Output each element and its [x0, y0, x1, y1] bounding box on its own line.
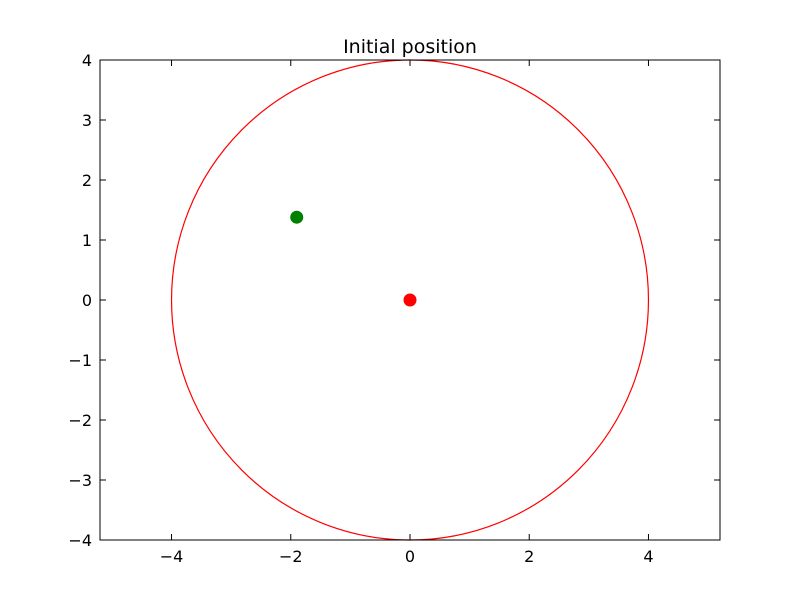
- y-tick-label: −4: [68, 531, 92, 550]
- x-tick-label: −4: [160, 547, 184, 566]
- x-tick-label: 0: [405, 547, 415, 566]
- data-point-1: [290, 210, 304, 224]
- y-tick-label: 4: [82, 51, 92, 70]
- x-tick-label: 4: [643, 547, 653, 566]
- axis-ticks: −4 −2 0 2 4 −4 −3 −2 −1 0 1 2 3 4: [68, 51, 720, 566]
- y-tick-label: 0: [82, 291, 92, 310]
- y-tick-label: 3: [82, 111, 92, 130]
- data-point-2: [403, 293, 417, 307]
- y-tick-label: 2: [82, 171, 92, 190]
- x-tick-label: 2: [524, 547, 534, 566]
- chart-title: Initial position: [343, 36, 477, 58]
- x-tick-label: −2: [279, 547, 303, 566]
- plot-area: [170, 59, 650, 541]
- y-tick-label: −2: [68, 411, 92, 430]
- y-tick-label: 1: [82, 231, 92, 250]
- y-tick-label: −3: [68, 471, 92, 490]
- y-tick-label: −1: [68, 351, 92, 370]
